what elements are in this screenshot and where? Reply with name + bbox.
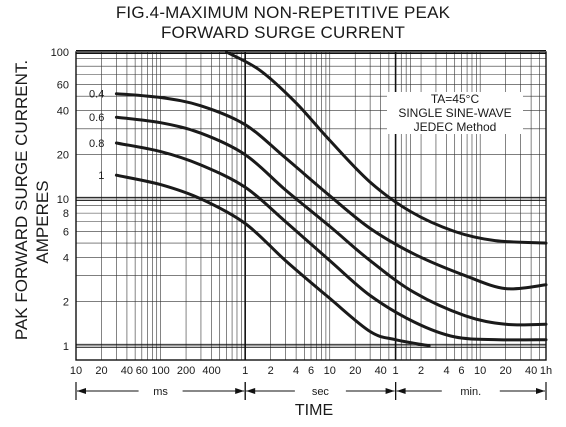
range-arrow-right (235, 388, 245, 394)
x-tick-label: 40 (525, 365, 537, 377)
y-tick-label: 10 (57, 194, 69, 206)
conditions-line-method: JEDEC Method (413, 120, 497, 134)
series-line-0-8 (114, 141, 548, 342)
y-tick-label: 60 (57, 80, 69, 92)
y-tick-label: 1 (63, 341, 69, 353)
x-tick-label: 6 (458, 365, 464, 377)
range-label: ms (153, 386, 168, 398)
x-tick-label: 40 (121, 365, 133, 377)
y-tick-label: 4 (63, 252, 69, 264)
x-tick-label: 400 (202, 365, 220, 377)
plot-frame (75, 51, 547, 361)
y-axis-unit-label: AMPERES (33, 180, 52, 264)
y-axis-label: PAK FORWARD SURGE CURRENT. (12, 59, 31, 341)
series-label: 0.4 (89, 89, 104, 101)
series-line-1 (114, 173, 431, 348)
x-tick-label: 2 (418, 365, 424, 377)
conditions-line-temperature: TA=45°C (430, 92, 480, 106)
x-tick-label: 10 (70, 365, 82, 377)
x-tick-label: 10 (324, 365, 336, 377)
x-tick-label: 40 (375, 365, 387, 377)
conditions-box: TA=45°C SINGLE SINE-WAVE JEDEC Method (387, 92, 523, 134)
x-tick-label: 2 (268, 365, 274, 377)
x-tick-label: 100 (151, 365, 169, 377)
x-tick-label: 1 (242, 365, 248, 377)
range-arrow-right (536, 388, 545, 394)
conditions-line-waveform: SINGLE SINE-WAVE (398, 106, 512, 120)
x-tick-label: 20 (500, 365, 512, 377)
series-line-top (224, 50, 548, 245)
range-label: sec (312, 386, 330, 398)
x-tick-label: 10 (474, 365, 486, 377)
range-arrow-left (246, 388, 256, 394)
y-tick-label: 6 (63, 226, 69, 238)
series-label: 1 (98, 170, 104, 182)
y-tick-label: 8 (63, 208, 69, 220)
x-tick-label: 20 (349, 365, 361, 377)
y-tick-label: 40 (57, 105, 69, 117)
x-tick-label: 20 (95, 365, 107, 377)
range-arrow-left (77, 388, 86, 394)
x-tick-label: 1h (540, 365, 552, 377)
x-tick-label: 6 (308, 365, 314, 377)
series-label: 0.6 (89, 112, 104, 124)
y-tick-label: 100 (51, 47, 69, 59)
x-tick-label: 4 (293, 365, 299, 377)
x-tick-label: 1 (393, 365, 399, 377)
x-tick-label: 4 (443, 365, 449, 377)
series-line-0-4 (114, 92, 548, 291)
range-arrow-left (396, 388, 406, 394)
range-arrow-right (385, 388, 395, 394)
chart-title-line-2: FORWARD SURGE CURRENT (160, 23, 406, 42)
y-tick-label: 2 (63, 297, 69, 309)
x-axis-label: TIME (294, 402, 334, 419)
range-label: min. (460, 386, 481, 398)
x-tick-label: 60 (136, 365, 148, 377)
y-tick-label: 20 (57, 150, 69, 162)
series-label: 0.8 (89, 138, 104, 150)
chart-title-line-1: FIG.4-MAXIMUM NON-REPETITIVE PEAK (115, 3, 451, 22)
x-tick-label: 200 (177, 365, 195, 377)
series-line-0-6 (114, 115, 548, 327)
